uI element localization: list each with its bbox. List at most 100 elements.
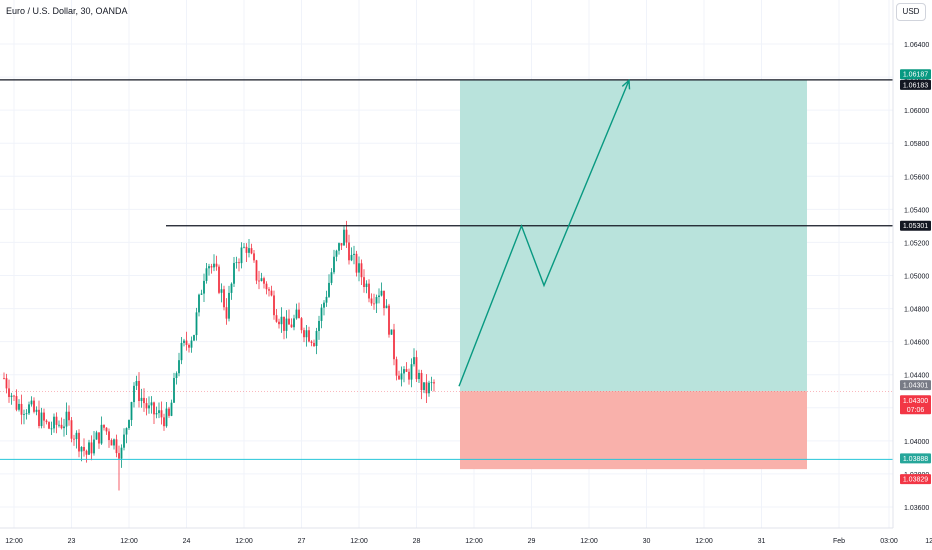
- candle: [123, 428, 125, 451]
- candle-body: [48, 422, 50, 429]
- time-tick-label: 12:00: [580, 538, 598, 545]
- candle-body: [180, 342, 183, 361]
- candle-body: [210, 266, 213, 268]
- candle: [73, 434, 75, 446]
- candle: [40, 407, 43, 429]
- candle-body: [255, 260, 258, 281]
- candle: [255, 259, 258, 285]
- candle: [30, 396, 33, 407]
- candle: [245, 243, 248, 263]
- price-tag-countdown: 07:06: [907, 407, 925, 414]
- candle: [373, 293, 375, 310]
- candle-body: [78, 432, 80, 452]
- candle: [298, 302, 300, 319]
- time-tick-label: 03:00: [880, 538, 898, 545]
- candle-body: [268, 289, 270, 291]
- candle: [415, 350, 418, 383]
- time-tick-label: Feb: [833, 538, 845, 545]
- candle: [293, 314, 295, 331]
- loss-zone: [460, 391, 807, 470]
- candle-body: [260, 278, 263, 282]
- candle: [343, 226, 345, 246]
- candle-body: [103, 424, 105, 428]
- candle-body: [190, 340, 193, 348]
- candle: [50, 421, 53, 436]
- candle: [330, 268, 333, 286]
- candle: [208, 263, 210, 276]
- candle: [225, 298, 228, 325]
- candle: [275, 309, 278, 323]
- candle: [233, 256, 235, 288]
- candle-body: [418, 372, 420, 380]
- candle-body: [353, 253, 355, 255]
- candle-body: [95, 432, 98, 440]
- stop-tag: 1.03829: [900, 474, 931, 485]
- candle: [10, 392, 13, 405]
- price-tick-label: 1.06400: [904, 42, 929, 49]
- candle-body: [270, 290, 273, 296]
- price-tag-bg: [900, 380, 931, 391]
- price-tag-label: 1.04301: [903, 383, 928, 390]
- candle-body: [175, 373, 178, 378]
- candle: [283, 316, 285, 340]
- price-tick-label: 1.05800: [904, 141, 929, 148]
- candle: [168, 406, 170, 418]
- candle: [345, 220, 348, 248]
- candles: [3, 220, 435, 491]
- candle-body: [388, 305, 390, 335]
- candle-body: [195, 312, 198, 336]
- candle-body: [53, 416, 55, 429]
- current-price-tag: 1.04300 07:06: [900, 395, 931, 415]
- candle-body: [40, 412, 43, 427]
- currency-button[interactable]: USD: [896, 3, 926, 21]
- profit-zone: [460, 79, 807, 392]
- candle-body: [208, 266, 210, 269]
- candle-body: [253, 253, 255, 261]
- candle-body: [193, 335, 195, 341]
- candle-body: [118, 453, 120, 459]
- candle-body: [68, 411, 70, 421]
- horizontal-levels: [0, 79, 893, 460]
- candle-body: [158, 410, 160, 414]
- candle-body: [13, 395, 15, 397]
- candle: [235, 256, 238, 269]
- candle-body: [225, 307, 228, 319]
- candle: [390, 329, 393, 335]
- candle-body: [393, 329, 395, 360]
- candle-body: [90, 442, 93, 454]
- price-tick-label: 1.05600: [904, 174, 929, 181]
- candle: [403, 366, 405, 383]
- time-tick-label: 27: [298, 538, 306, 545]
- candle-body: [330, 272, 333, 283]
- candle: [223, 285, 225, 311]
- candle-body: [20, 403, 23, 415]
- candle: [160, 401, 163, 425]
- candle: [90, 435, 93, 461]
- candle-body: [8, 388, 10, 397]
- candle-body: [50, 428, 53, 430]
- price-tick-label: 1.04000: [904, 439, 929, 446]
- candle: [215, 255, 218, 271]
- time-tick-label: 12:00: [925, 538, 932, 545]
- price-tick-label: 1.04400: [904, 373, 929, 380]
- candle: [340, 243, 343, 250]
- candle-body: [178, 360, 180, 374]
- candle: [195, 307, 198, 341]
- candle: [335, 249, 338, 262]
- candle: [45, 419, 48, 425]
- price-tick-label: 1.04600: [904, 340, 929, 347]
- candle: [180, 336, 183, 365]
- candle: [203, 273, 205, 303]
- candle: [393, 323, 395, 366]
- candle: [48, 421, 50, 430]
- candle-body: [218, 266, 220, 293]
- candle: [25, 409, 28, 420]
- candle-body: [140, 397, 143, 401]
- candle: [173, 372, 175, 404]
- price-tags: 1.06187 1.06183 1.05301 1.04301 1.04300 07:06…: [900, 69, 931, 485]
- time-tick-label: 12:00: [235, 538, 253, 545]
- candle: [58, 420, 60, 428]
- candle: [80, 446, 83, 462]
- candle-body: [390, 329, 393, 335]
